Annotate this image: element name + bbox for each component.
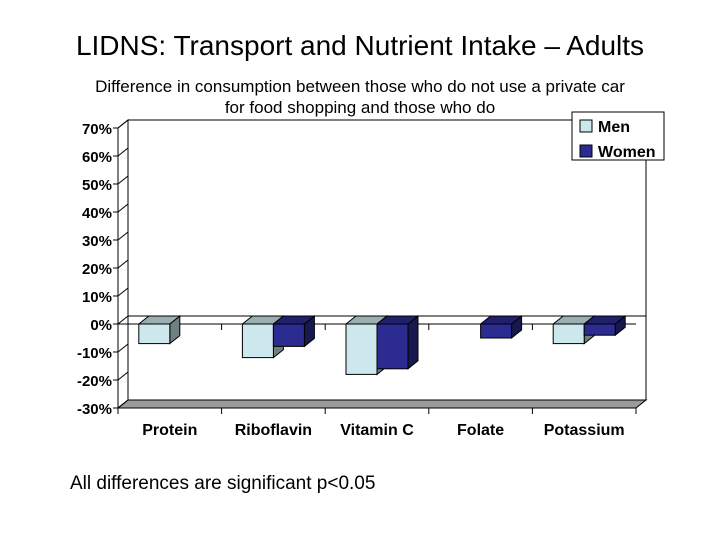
y-tick-depth: [117, 287, 129, 297]
y-tick-label: 40%: [82, 205, 112, 222]
x-category-label: Protein: [142, 422, 197, 439]
slide-title: LIDNS: Transport and Nutrient Intake – A…: [75, 30, 645, 61]
bar-women-riboflavin: [272, 323, 305, 347]
y-tick-depth: [117, 343, 129, 353]
x-category-label: Potassium: [544, 422, 625, 439]
legend-swatch-men: [579, 119, 593, 133]
y-tick-depth: [117, 119, 129, 129]
y-tick-label: 30%: [82, 233, 112, 250]
slide-subtitle: Difference in consumption between those …: [60, 76, 660, 118]
y-tick-depth: [117, 371, 129, 381]
y-tick-depth: [117, 399, 129, 409]
bar-men-protein: [138, 323, 171, 345]
y-tick-depth: [117, 259, 129, 269]
legend-label-women: Women: [598, 144, 655, 161]
y-tick-depth: [117, 231, 129, 241]
y-tick-depth: [117, 147, 129, 157]
y-tick-label: 20%: [82, 261, 112, 278]
y-tick-depth: [117, 175, 129, 185]
significance-footnote: All differences are significant p<0.05: [70, 473, 376, 494]
y-tick-label: 70%: [82, 121, 112, 138]
y-tick-label: -30%: [77, 401, 112, 418]
bar-women-potassium: [583, 323, 616, 336]
bar-women-vitamin-c: [376, 323, 409, 370]
bar-women-folate: [480, 323, 513, 339]
y-tick-label: 60%: [82, 149, 112, 166]
y-tick-depth: [117, 315, 129, 325]
y-tick-label: -10%: [77, 345, 112, 362]
legend-swatch-women: [579, 144, 593, 158]
legend-label-men: Men: [598, 119, 630, 136]
subtitle-line-1: Difference in consumption between those …: [95, 77, 625, 96]
x-category-label: Folate: [457, 422, 504, 439]
y-tick-label: 50%: [82, 177, 112, 194]
bar-men-riboflavin: [241, 323, 274, 359]
bar-men-vitamin-c: [345, 323, 378, 375]
subtitle-line-2: for food shopping and those who do: [224, 98, 496, 117]
y-tick-depth: [117, 203, 129, 213]
x-category-label: Riboflavin: [235, 422, 312, 439]
plot-floor: [116, 399, 648, 409]
y-tick-label: 10%: [82, 289, 112, 306]
x-category-label: Vitamin C: [340, 422, 414, 439]
y-tick-label: 0%: [90, 317, 112, 334]
bar-men-potassium: [552, 323, 585, 345]
y-tick-label: -20%: [77, 373, 112, 390]
bar-side-women: [407, 314, 419, 370]
